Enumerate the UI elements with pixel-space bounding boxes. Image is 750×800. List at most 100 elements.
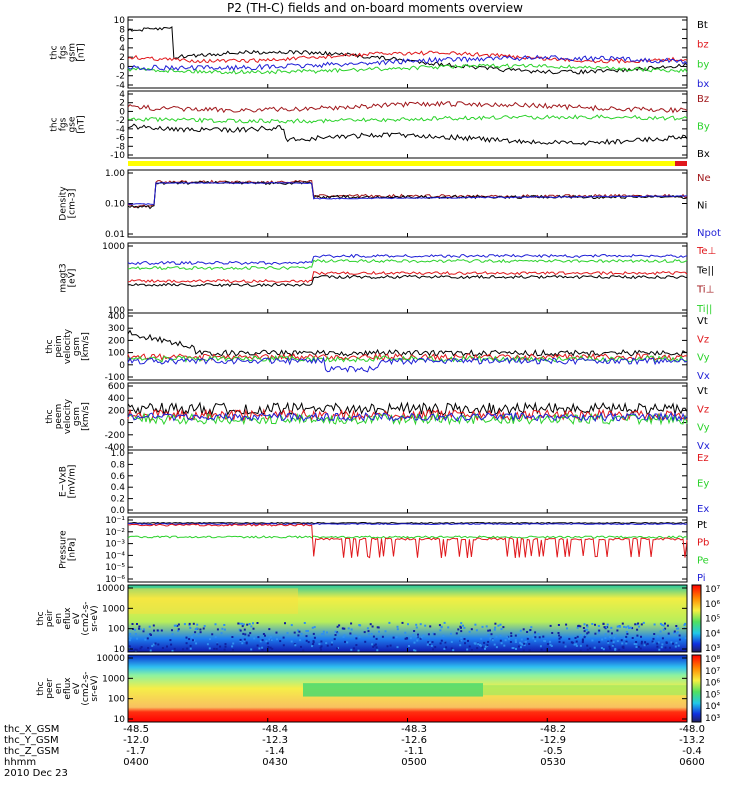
ion-spectrogram-pixel — [129, 637, 132, 640]
ion-spectrogram-pixel — [250, 648, 253, 651]
ephem-value: -48.4 — [262, 724, 288, 735]
ion-spectrogram-pixel — [504, 639, 507, 642]
ephem-value: -1.4 — [265, 746, 285, 757]
ion-spectrogram-pixel — [404, 637, 407, 640]
ion-spectrogram-pixel — [209, 638, 211, 640]
ion-spectrogram-pixel — [623, 625, 625, 628]
ion-spectrogram-pixel — [256, 622, 259, 624]
y-tick-label: -10 — [110, 151, 125, 161]
ion-spectrogram-pixel — [185, 636, 188, 639]
ion-spectrogram-pixel — [586, 648, 589, 651]
y-axis-label: velocity — [63, 328, 73, 364]
ion-spectrogram-pixel — [484, 645, 487, 648]
ion-spectrogram-pixel — [376, 626, 379, 629]
ion-spectrogram-pixel — [275, 631, 278, 634]
ion-spectrogram-pixel — [603, 626, 606, 629]
ion-spectrogram-pixel — [586, 625, 589, 628]
ion-spectrogram-pixel — [646, 642, 649, 645]
ion-spectrogram-pixel — [579, 634, 582, 637]
ion-spectrogram-pixel — [672, 642, 674, 645]
bz-sm-line — [127, 100, 688, 114]
y-tick-label: 2 — [119, 99, 125, 109]
ion-spectrogram-pixel — [683, 624, 686, 626]
ion-spectrogram-pixel — [195, 627, 198, 630]
ion-spectrogram-pixel — [239, 629, 242, 632]
ion-spectrogram-pixel — [593, 646, 596, 649]
ion-spectrogram-pixel — [564, 645, 567, 648]
ion-spectrogram-pixel — [470, 649, 473, 651]
ion-spectrogram-pixel — [152, 624, 155, 627]
ion-spectrogram-pixel — [499, 623, 502, 626]
ion-spectrogram-pixel — [534, 636, 537, 639]
ion-spectrogram-pixel — [616, 625, 619, 628]
series-legend-label: by — [697, 59, 709, 70]
ion-spectrogram-pixel — [571, 641, 574, 644]
ion-spectrogram-pixel — [414, 649, 417, 652]
ion-spectrogram-pixel — [311, 645, 313, 648]
ion-spectrogram-pixel — [171, 633, 174, 636]
ion-spectrogram-pixel — [192, 633, 195, 636]
ion-spectrogram-pixel — [430, 644, 433, 647]
ion-spectrogram-pixel — [384, 630, 387, 633]
pb-line — [127, 523, 688, 559]
ion-spectrogram-pixel — [494, 626, 497, 629]
ion-spectrogram-pixel — [428, 643, 431, 645]
ion-spectrogram-pixel — [149, 649, 152, 652]
ion-spectrogram-pixel — [268, 638, 271, 641]
ion-spectrogram-pixel — [148, 625, 151, 628]
ion-spectrogram-pixel — [614, 647, 617, 650]
ion-spectrogram-pixel — [575, 644, 578, 647]
ion-spectrogram-pixel — [523, 642, 526, 645]
ion-spectrogram-pixel — [459, 625, 462, 628]
ion-spectrogram-pixel — [443, 647, 446, 650]
ion-spectrogram-pixel — [151, 644, 154, 647]
ion-spectrogram-pixel — [620, 639, 623, 642]
ion-spectrogram-pixel — [199, 631, 202, 634]
ion-spectrogram-pixel — [594, 623, 596, 626]
page-title: P2 (TH-C) fields and on-board moments ov… — [227, 1, 523, 15]
ion-spectrogram-pixel — [533, 633, 536, 636]
ion-spectrogram-pixel — [670, 641, 673, 644]
ion-spectrogram-pixel — [392, 636, 395, 639]
vt-peem-line — [127, 401, 688, 417]
y-axis-label: [nT] — [77, 43, 87, 61]
colorbar-tick-label: 10⁷ — [705, 667, 720, 677]
ion-spectrogram-pixel — [565, 623, 568, 626]
ephem-value: -1.7 — [126, 746, 146, 757]
ion-spectrogram-pixel — [490, 633, 493, 636]
ion-spectrogram-pixel — [258, 647, 261, 650]
ion-spectrogram-pixel — [188, 638, 191, 641]
ion-spectrogram-pixel — [261, 639, 264, 642]
y-tick-label: 10⁻² — [105, 528, 125, 538]
ion-spectrogram-pixel — [231, 645, 234, 648]
ion-spectrogram-pixel — [549, 643, 552, 646]
ion-spectrogram-pixel — [653, 623, 656, 626]
series-legend-label: Pi — [697, 573, 706, 584]
ion-spectrogram-pixel — [214, 635, 217, 638]
ion-spectrogram-pixel — [661, 623, 664, 626]
ion-spectrogram-pixel — [511, 647, 514, 649]
ion-spectrogram-pixel — [665, 641, 668, 644]
y-tick-label: 2 — [119, 53, 125, 63]
ion-spectrogram-pixel — [666, 624, 669, 627]
ion-spectrogram-pixel — [265, 640, 268, 643]
ion-spectrogram-pixel — [170, 643, 173, 646]
ephem-row-time: hhmm 0400 0430 0500 0530 0600 — [4, 757, 744, 769]
colorbar-tick-label: 10⁸ — [705, 655, 720, 665]
date-label: 2010 Dec 23 — [4, 768, 68, 779]
ion-spectrogram-pixel — [302, 649, 305, 652]
y-axis-label: Pressure — [59, 530, 69, 569]
ephem-label-y: thc_Y_GSM — [4, 735, 59, 746]
ion-spectrogram-pixel — [625, 640, 628, 643]
ion-spectrogram-pixel — [194, 628, 197, 631]
y-tick-label: 10⁻⁵ — [105, 563, 125, 573]
ion-spectrogram-pixel — [320, 648, 322, 651]
ion-spectrogram-pixel — [625, 626, 628, 629]
y-axis-label: thc — [50, 117, 60, 131]
ion-spectrogram-pixel — [266, 642, 269, 645]
ion-spectrogram-pixel — [452, 649, 455, 652]
series-legend-label: Bt — [697, 20, 708, 31]
ion-spectrogram-pixel — [530, 626, 533, 629]
ion-spectrogram-pixel — [142, 628, 145, 631]
